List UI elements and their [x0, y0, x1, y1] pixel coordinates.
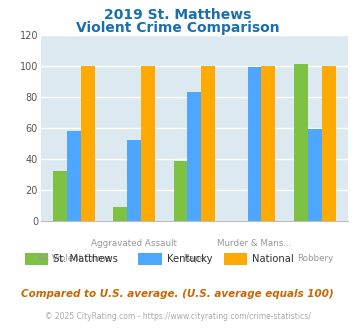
- Text: Robbery: Robbery: [297, 254, 333, 263]
- Bar: [67, 131, 81, 221]
- Bar: [187, 92, 201, 221]
- Bar: [201, 66, 215, 221]
- Bar: [113, 207, 127, 221]
- Text: Violent Crime Comparison: Violent Crime Comparison: [76, 21, 279, 35]
- Text: St. Matthews: St. Matthews: [53, 254, 118, 264]
- Bar: [127, 140, 141, 221]
- Text: 2019 St. Matthews: 2019 St. Matthews: [104, 8, 251, 22]
- Text: Rape: Rape: [183, 254, 206, 263]
- Text: © 2025 CityRating.com - https://www.cityrating.com/crime-statistics/: © 2025 CityRating.com - https://www.city…: [45, 312, 310, 321]
- Text: Murder & Mans...: Murder & Mans...: [218, 239, 292, 248]
- Text: Aggravated Assault: Aggravated Assault: [91, 239, 177, 248]
- Bar: [248, 67, 262, 221]
- Bar: [262, 66, 275, 221]
- Bar: [174, 160, 187, 221]
- Text: All Violent Crime: All Violent Crime: [38, 254, 110, 263]
- Text: National: National: [252, 254, 294, 264]
- Bar: [294, 64, 308, 221]
- Bar: [81, 66, 95, 221]
- Text: Compared to U.S. average. (U.S. average equals 100): Compared to U.S. average. (U.S. average …: [21, 289, 334, 299]
- Bar: [322, 66, 335, 221]
- Text: Kentucky: Kentucky: [167, 254, 212, 264]
- Bar: [308, 129, 322, 221]
- Bar: [53, 171, 67, 221]
- Bar: [141, 66, 155, 221]
